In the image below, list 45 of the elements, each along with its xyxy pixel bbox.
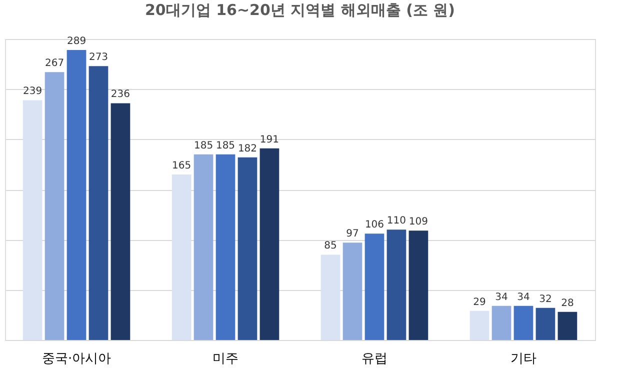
data-label: 106 xyxy=(364,220,384,231)
bar xyxy=(536,308,556,340)
data-label: 85 xyxy=(324,240,337,252)
bar xyxy=(110,103,130,340)
x-tick-label: 미주 xyxy=(212,352,239,366)
bar xyxy=(44,72,64,340)
bar xyxy=(320,254,340,340)
bar xyxy=(216,154,236,340)
bar xyxy=(492,306,512,340)
bar xyxy=(88,66,108,340)
bar xyxy=(342,242,362,340)
bar xyxy=(470,310,490,340)
data-label: 97 xyxy=(346,228,359,240)
data-label: 236 xyxy=(110,89,130,100)
data-label: 267 xyxy=(44,58,64,70)
bar xyxy=(558,312,578,340)
x-tick-label: 기타 xyxy=(510,352,536,366)
data-label: 32 xyxy=(539,294,552,305)
data-label: 28 xyxy=(561,298,574,309)
bar xyxy=(514,306,534,340)
data-label: 109 xyxy=(408,216,428,228)
data-label: 289 xyxy=(66,36,86,48)
bar xyxy=(408,230,428,340)
data-label: 185 xyxy=(194,140,214,152)
data-label: 239 xyxy=(23,86,42,98)
x-tick-label: 중국·아시아 xyxy=(42,352,112,366)
data-label: 110 xyxy=(386,216,406,227)
bar xyxy=(260,148,280,340)
bar xyxy=(22,100,42,340)
data-label: 165 xyxy=(172,160,192,172)
bar xyxy=(194,154,214,340)
x-tick-label: 유럽 xyxy=(361,352,388,366)
data-label: 34 xyxy=(517,292,530,303)
bar xyxy=(66,50,86,340)
bar xyxy=(172,174,192,340)
data-label: 191 xyxy=(260,134,280,146)
data-label: 29 xyxy=(473,296,486,308)
data-label: 273 xyxy=(88,52,108,64)
data-label: 182 xyxy=(238,143,258,154)
chart-title: 20대기업 16~20년 지역별 해외매출 (조 원) xyxy=(144,1,456,20)
bar xyxy=(364,234,384,340)
data-label: 185 xyxy=(216,140,236,152)
data-label: 34 xyxy=(495,292,508,303)
bar xyxy=(386,230,406,340)
bar xyxy=(238,157,258,340)
